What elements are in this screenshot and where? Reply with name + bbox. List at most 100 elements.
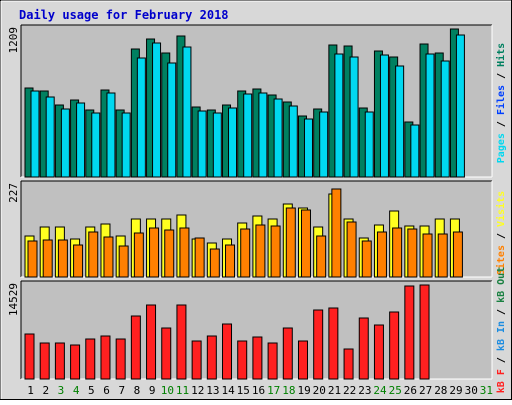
bar-kb-f-day-23 bbox=[358, 317, 369, 380]
bar-sites-day-5 bbox=[88, 231, 99, 278]
bar-pages-day-18 bbox=[288, 105, 298, 178]
bar-kb-f-day-19 bbox=[297, 340, 308, 380]
bar-pages-day-21 bbox=[334, 53, 344, 178]
bar-pages-day-17 bbox=[273, 98, 283, 178]
bar-kb-f-day-25 bbox=[389, 311, 400, 380]
x-tick-12: 12 bbox=[191, 384, 204, 397]
x-tick-10: 10 bbox=[161, 384, 174, 397]
bar-kb-f-day-6 bbox=[100, 335, 111, 380]
bar-sites-day-13 bbox=[209, 248, 220, 278]
bar-sites-day-22 bbox=[346, 221, 357, 278]
bar-kb-f-day-12 bbox=[191, 340, 202, 380]
bar-kb-f-day-26 bbox=[404, 285, 415, 380]
bar-pages-day-2 bbox=[45, 96, 55, 178]
kbytes_panel-ymax-label: 14529 bbox=[7, 283, 20, 316]
x-tick-8: 8 bbox=[134, 384, 141, 397]
bar-pages-day-3 bbox=[60, 108, 70, 178]
right-label-kbytes_panel: kB F / kB In / kB Out bbox=[496, 267, 507, 393]
bar-pages-day-12 bbox=[197, 110, 207, 178]
right-label-part: / bbox=[496, 351, 507, 369]
x-tick-29: 29 bbox=[449, 384, 462, 397]
right-label-visits_panel: Sites / Visits bbox=[495, 191, 507, 275]
x-tick-30: 30 bbox=[465, 384, 478, 397]
x-axis-ticks: 1 2 3 4 5 6 7 8 9 10 11 12 13 14 15 16 17 18 19 20 21 22 23 24 2… bbox=[27, 384, 493, 397]
right-label-part: / bbox=[496, 67, 507, 85]
chart-title: Daily usage for February 2018 bbox=[19, 8, 229, 22]
right-label-part: / bbox=[496, 303, 507, 321]
bar-sites-day-20 bbox=[316, 235, 327, 278]
right-label-part: Pages bbox=[496, 133, 507, 163]
bar-pages-day-10 bbox=[167, 62, 177, 178]
x-tick-2: 2 bbox=[42, 384, 49, 397]
right-label-part: / bbox=[496, 227, 507, 245]
bar-kb-f-day-14 bbox=[222, 323, 233, 380]
x-tick-14: 14 bbox=[221, 384, 235, 397]
x-tick-19: 19 bbox=[297, 384, 310, 397]
x-tick-13: 13 bbox=[206, 384, 219, 397]
visits_panel-ymax-label: 227 bbox=[7, 183, 20, 203]
bar-sites-day-29 bbox=[452, 231, 463, 278]
x-tick-18: 18 bbox=[282, 384, 295, 397]
bar-sites-day-3 bbox=[57, 239, 68, 278]
bar-kb-f-day-13 bbox=[206, 335, 217, 380]
bar-kb-f-day-3 bbox=[54, 342, 65, 380]
bar-pages-day-27 bbox=[425, 53, 435, 178]
bar-pages-day-20 bbox=[319, 111, 329, 178]
bar-sites-day-6 bbox=[103, 236, 114, 278]
bar-kb-f-day-9 bbox=[146, 304, 157, 380]
bar-kb-f-day-7 bbox=[115, 338, 126, 380]
bar-kb-f-day-20 bbox=[313, 309, 324, 380]
bar-pages-day-6 bbox=[106, 92, 116, 178]
right-label-part: Files bbox=[495, 85, 507, 115]
bar-sites-day-18 bbox=[285, 207, 296, 278]
bar-kb-f-day-24 bbox=[373, 324, 384, 380]
bar-kb-f-day-5 bbox=[85, 338, 96, 380]
bar-pages-day-23 bbox=[364, 111, 374, 178]
bar-sites-day-11 bbox=[179, 227, 190, 278]
bar-pages-day-13 bbox=[212, 112, 222, 178]
right-label-part: kB Out bbox=[496, 267, 507, 303]
bar-pages-day-25 bbox=[395, 65, 405, 178]
x-tick-9: 9 bbox=[149, 384, 156, 397]
x-tick-15: 15 bbox=[237, 384, 250, 397]
panels: 1209 227 14529 bbox=[7, 24, 493, 380]
bar-kb-f-day-10 bbox=[161, 327, 172, 380]
bar-sites-day-28 bbox=[437, 233, 448, 278]
x-tick-27: 27 bbox=[419, 384, 432, 397]
right-label-part: kB In bbox=[496, 321, 507, 351]
bar-pages-day-14 bbox=[228, 107, 238, 178]
bar-kb-f-day-8 bbox=[130, 315, 141, 380]
x-tick-21: 21 bbox=[328, 384, 341, 397]
bar-pages-day-28 bbox=[440, 60, 450, 178]
bar-sites-day-10 bbox=[164, 229, 175, 278]
bar-sites-day-19 bbox=[300, 209, 311, 278]
bar-pages-day-19 bbox=[303, 118, 313, 178]
bar-sites-day-9 bbox=[149, 227, 160, 278]
bar-pages-day-9 bbox=[152, 42, 162, 178]
kbytes_panel-series-kb-f bbox=[24, 284, 430, 380]
bar-sites-day-7 bbox=[118, 245, 129, 278]
bar-kb-f-day-21 bbox=[328, 307, 339, 380]
x-tick-22: 22 bbox=[343, 384, 356, 397]
x-tick-23: 23 bbox=[358, 384, 371, 397]
bar-kb-f-day-1 bbox=[24, 333, 35, 380]
bar-pages-day-1 bbox=[30, 90, 40, 178]
bar-sites-day-15 bbox=[240, 228, 251, 278]
x-tick-5: 5 bbox=[88, 384, 95, 397]
hits_panel-ymax-label: 1209 bbox=[7, 27, 20, 54]
bar-pages-day-11 bbox=[182, 46, 192, 178]
bar-kb-f-day-22 bbox=[343, 348, 354, 380]
bar-pages-day-5 bbox=[91, 112, 101, 178]
x-tick-1: 1 bbox=[27, 384, 34, 397]
bar-sites-day-23 bbox=[361, 240, 372, 278]
bar-kb-f-day-16 bbox=[252, 336, 263, 380]
x-tick-4: 4 bbox=[73, 384, 80, 397]
bar-kb-f-day-2 bbox=[39, 342, 50, 380]
bar-sites-day-17 bbox=[270, 225, 281, 278]
x-tick-31: 31 bbox=[480, 384, 493, 397]
bar-sites-day-12 bbox=[194, 237, 205, 278]
right-label-part: Sites bbox=[495, 245, 507, 275]
bar-kb-f-day-18 bbox=[282, 327, 293, 380]
